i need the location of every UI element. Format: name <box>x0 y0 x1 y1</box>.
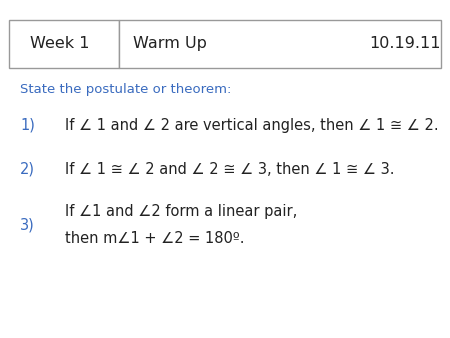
Text: 10.19.11: 10.19.11 <box>369 37 441 51</box>
FancyBboxPatch shape <box>119 20 441 68</box>
Text: Week 1: Week 1 <box>30 37 90 51</box>
Text: If ∠1 and ∠2 form a linear pair,: If ∠1 and ∠2 form a linear pair, <box>65 204 297 219</box>
Text: Warm Up: Warm Up <box>133 37 207 51</box>
Text: State the postulate or theorem:: State the postulate or theorem: <box>20 83 232 96</box>
Text: 3): 3) <box>20 217 35 232</box>
Text: If ∠ 1 ≅ ∠ 2 and ∠ 2 ≅ ∠ 3, then ∠ 1 ≅ ∠ 3.: If ∠ 1 ≅ ∠ 2 and ∠ 2 ≅ ∠ 3, then ∠ 1 ≅ ∠… <box>65 162 395 176</box>
FancyBboxPatch shape <box>9 20 119 68</box>
Text: then m∠1 + ∠2 = 180º.: then m∠1 + ∠2 = 180º. <box>65 231 245 246</box>
Text: 1): 1) <box>20 118 35 132</box>
Text: If ∠ 1 and ∠ 2 are vertical angles, then ∠ 1 ≅ ∠ 2.: If ∠ 1 and ∠ 2 are vertical angles, then… <box>65 118 439 132</box>
Text: 2): 2) <box>20 162 35 176</box>
